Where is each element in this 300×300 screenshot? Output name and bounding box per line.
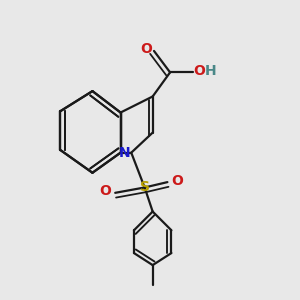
Text: N: N xyxy=(119,146,130,160)
Text: O: O xyxy=(194,64,206,78)
Text: O: O xyxy=(99,184,111,199)
Text: S: S xyxy=(140,181,150,194)
Text: H: H xyxy=(205,64,217,78)
Text: O: O xyxy=(141,42,152,56)
Text: O: O xyxy=(172,174,184,188)
